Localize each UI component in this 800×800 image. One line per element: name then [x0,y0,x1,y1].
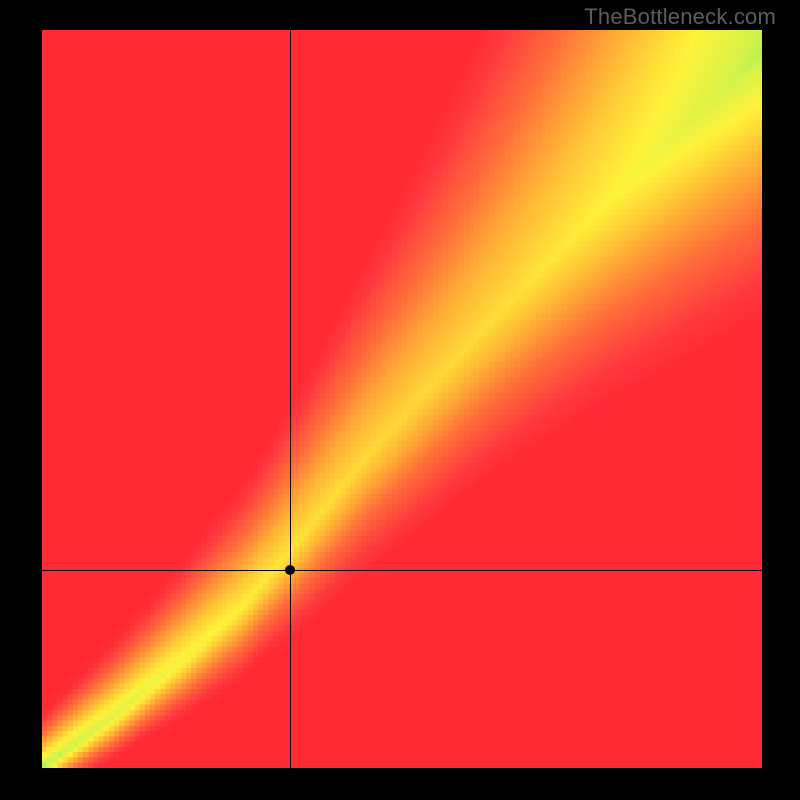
crosshair-horizontal [42,570,762,571]
crosshair-vertical [290,30,291,768]
selected-point-marker [285,565,295,575]
heatmap-plot [42,30,762,768]
chart-container: TheBottleneck.com [0,0,800,800]
watermark-text: TheBottleneck.com [584,4,776,30]
heatmap-canvas [42,30,762,768]
